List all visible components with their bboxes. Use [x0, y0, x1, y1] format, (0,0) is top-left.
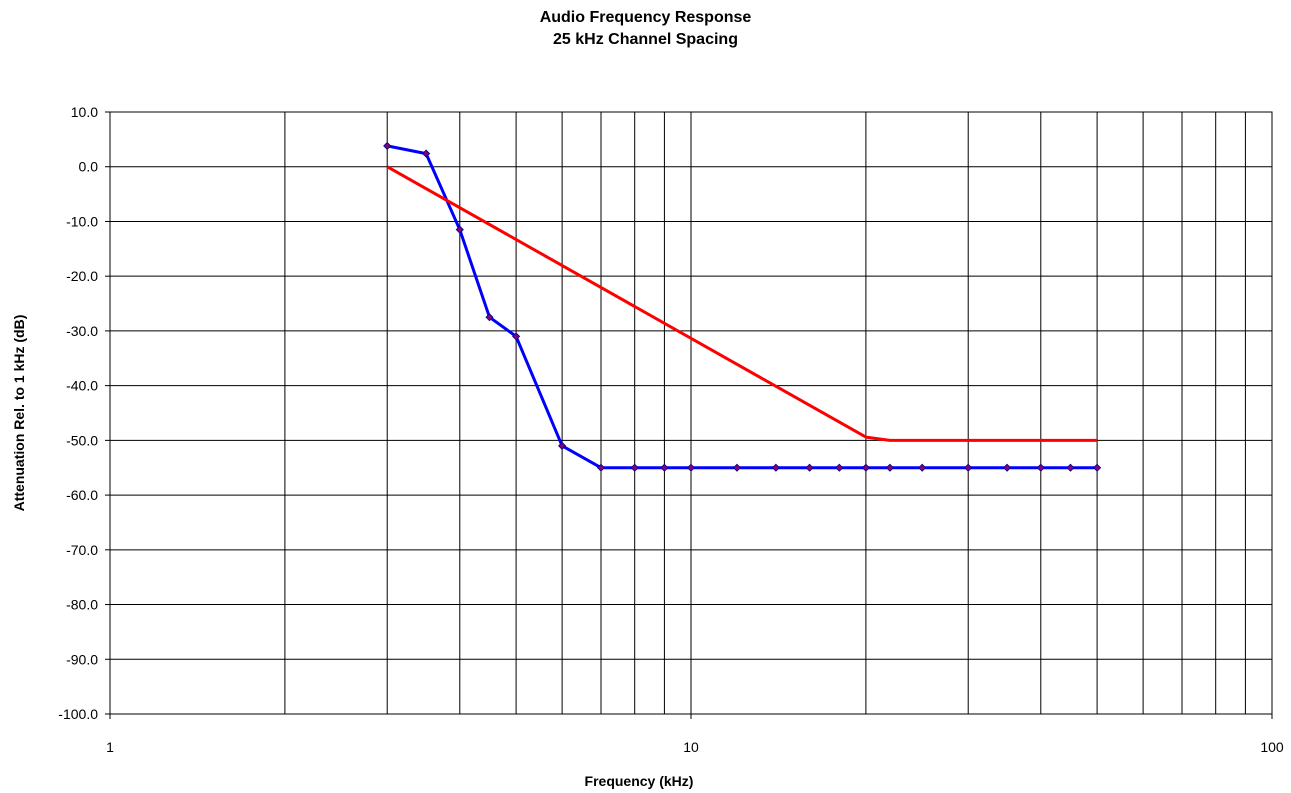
data-point	[964, 463, 973, 472]
grid-lines	[110, 112, 1272, 714]
data-point	[732, 463, 742, 472]
y-tick-label: -100.0	[58, 706, 98, 722]
data-point	[596, 463, 606, 472]
data-point	[771, 463, 780, 472]
chart-title: Audio Frequency Response	[539, 9, 752, 26]
y-tick-label: -20.0	[66, 268, 98, 284]
x-tick-label: 100	[1260, 739, 1284, 755]
data-point	[1093, 463, 1102, 472]
y-axis-title: Attenuation Rel. to 1 kHz (dB)	[11, 315, 27, 512]
data-point	[422, 149, 431, 158]
y-axis-ticks: 10.0 0.0 -10.0 -20.0 -30.0 -40.0 -50.0 -60.0 -70…	[58, 104, 110, 722]
data-point	[885, 463, 895, 472]
data-point	[383, 141, 392, 150]
y-tick-label: -80.0	[66, 597, 98, 613]
y-tick-label: -30.0	[66, 323, 98, 339]
x-tick-label: 10	[683, 739, 699, 755]
y-tick-label: 10.0	[71, 104, 98, 120]
y-tick-label: -10.0	[66, 213, 98, 229]
data-point	[1066, 463, 1075, 472]
series-group	[383, 141, 1102, 472]
x-tick-label: 1	[106, 739, 114, 755]
data-point	[630, 463, 639, 472]
series-line-1	[386, 144, 1098, 470]
data-point	[455, 225, 464, 234]
y-tick-label: -40.0	[66, 378, 98, 394]
y-tick-label: 0.0	[79, 159, 99, 175]
y-tick-label: -50.0	[66, 432, 98, 448]
data-point	[558, 441, 567, 450]
y-tick-label: -60.0	[66, 487, 98, 503]
series-line-2	[386, 165, 1098, 442]
data-point	[918, 463, 927, 472]
data-point	[686, 463, 696, 472]
data-point	[485, 313, 494, 322]
data-point	[1003, 463, 1012, 472]
x-axis-ticks: 1 10 100	[106, 714, 1284, 755]
y-tick-label: -70.0	[66, 542, 98, 558]
data-point	[805, 463, 814, 472]
data-point	[861, 463, 870, 472]
data-point	[512, 332, 521, 341]
data-point	[835, 463, 844, 472]
x-axis-title: Frequency (kHz)	[585, 773, 694, 789]
data-point	[1036, 463, 1045, 472]
chart-subtitle: 25 kHz Channel Spacing	[553, 31, 738, 48]
data-point	[660, 463, 669, 472]
y-tick-label: -90.0	[66, 651, 98, 667]
